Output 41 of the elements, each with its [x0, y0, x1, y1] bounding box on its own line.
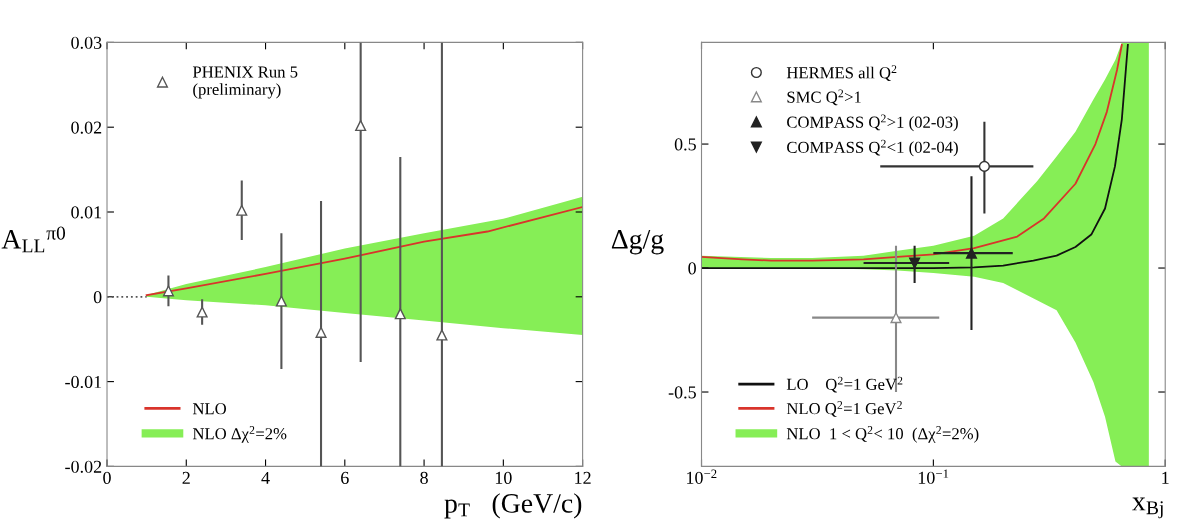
point — [275, 295, 287, 307]
point — [394, 308, 406, 320]
y-axis-title: Δg/g — [611, 230, 664, 255]
y-tick-label: 0 — [93, 291, 102, 304]
point — [196, 306, 208, 318]
legend-label: NLO Q$^{2}$=1 GeV$^{2}$ — [786, 401, 902, 417]
x-tick-label: 10 — [495, 471, 512, 484]
x-tick-label: 4 — [261, 471, 270, 484]
point — [436, 329, 448, 341]
y-axis-title: A$_{LL}$$^{π0}$ — [1, 226, 66, 253]
point — [355, 119, 367, 132]
x-tick-label: 10$^{−1}$ — [918, 469, 949, 484]
legend-label: COMPASS Q$^{2}$>1 (02-03) — [787, 114, 958, 132]
legend-label: HERMES all Q$^{2}$ — [786, 65, 897, 81]
x-axis-title: p$_{T}$ (GeV/c) — [444, 493, 582, 519]
line-series — [145, 206, 583, 297]
x-axis-title: x$_{Bj}$ — [1132, 497, 1163, 519]
x-tick-label: 12 — [575, 471, 591, 484]
y-tick-label: 0.5 — [674, 138, 696, 151]
x-tick-label: 0 — [103, 471, 111, 484]
y-tick-label: -0.01 — [65, 375, 102, 389]
y-tick-label: 0.01 — [71, 206, 102, 219]
legend-label: NLO — [192, 403, 227, 415]
x-tick-label: 6 — [341, 471, 349, 484]
legend-label: COMPASS Q$^{2}$<1 (02-04) — [787, 139, 958, 157]
x-tick-label: 2 — [182, 471, 190, 484]
x-tick-label: 1 — [1162, 471, 1169, 484]
y-tick-label: -0.5 — [668, 386, 696, 399]
legend-label: PHENIX Run 5 (preliminary) — [192, 66, 298, 99]
legend-label: LO Q$^{2}$=1 GeV$^{2}$ — [786, 376, 903, 393]
legend-label: SMC Q$^{2}$>1 — [787, 89, 861, 106]
y-tick-label: 0 — [688, 262, 696, 275]
x-tick-label: 8 — [420, 471, 428, 484]
legend-label: NLO 1 < Q$^{2}$< 10 (Δχ$^{2}$=2%) — [786, 426, 979, 443]
legend-label: NLO Δχ$^{2}$=2% — [192, 426, 287, 443]
x-tick-label: 10$^{−2}$ — [687, 469, 717, 484]
point — [162, 285, 174, 297]
y-tick-label: 0.03 — [71, 36, 102, 49]
y-tick-label: 0.02 — [71, 121, 102, 134]
point — [236, 204, 248, 216]
y-tick-label: -0.02 — [65, 460, 102, 473]
